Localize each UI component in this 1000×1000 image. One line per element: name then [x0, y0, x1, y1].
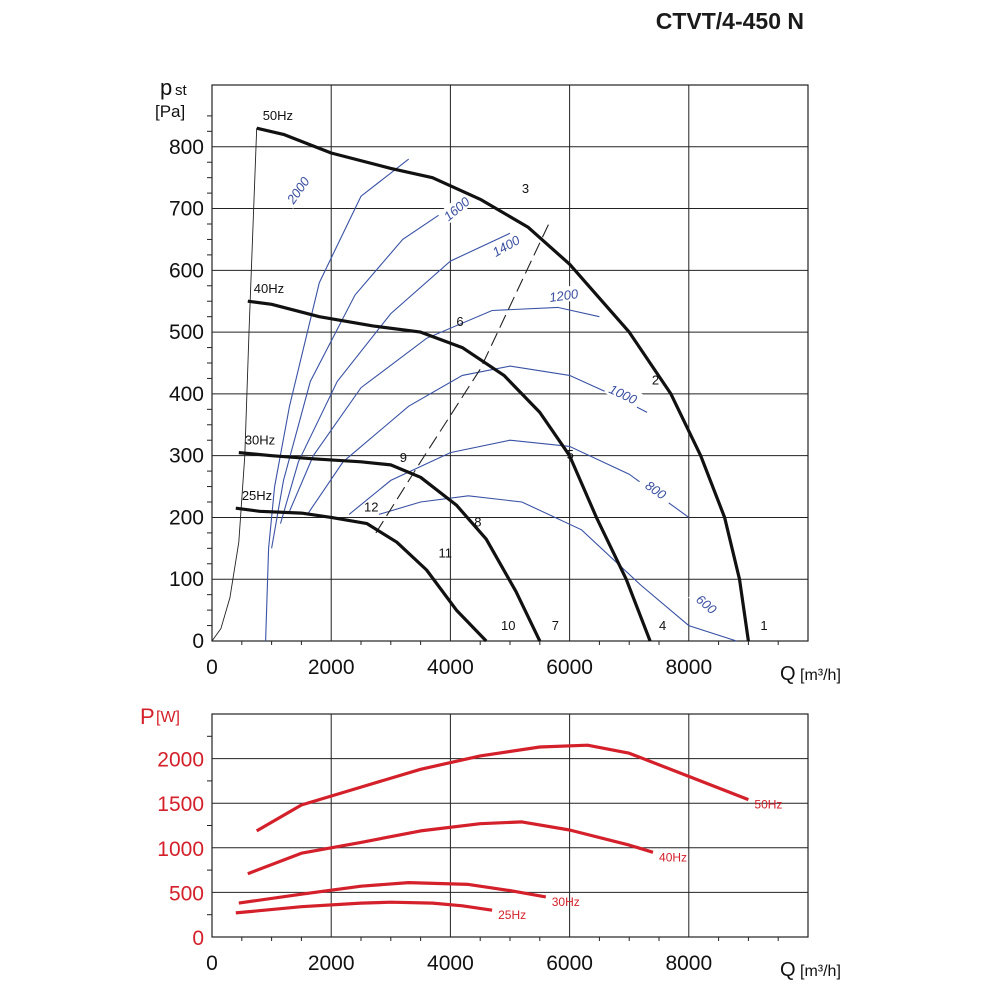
y-tick-label: 800: [169, 136, 204, 159]
series-label: 25Hz: [498, 908, 526, 922]
y-tick-label: 0: [192, 630, 204, 653]
y-tick-label: 200: [169, 506, 204, 529]
y-tick-label: 300: [169, 445, 204, 468]
rpm-label-bg: [280, 170, 314, 209]
point-annotation: 6: [456, 314, 463, 329]
fan-curve-25Hz: [235, 506, 488, 643]
rpm-curve: [265, 158, 410, 642]
x-tick-label: 6000: [546, 952, 593, 975]
rpm-curve: [288, 306, 600, 512]
fan-curve-50Hz: [256, 126, 750, 642]
series-label: 50Hz: [263, 108, 293, 123]
x-axis-unit: [m³/h]: [800, 667, 841, 684]
rpm-label-bg: [486, 229, 525, 261]
y-axis-label: p: [160, 75, 172, 100]
y-tick-label: 0: [192, 927, 204, 950]
series-label: 30Hz: [245, 433, 275, 448]
y-tick-label: 400: [169, 383, 204, 406]
point-annotation: 9: [400, 450, 407, 465]
point-annotation: 8: [474, 515, 481, 530]
y-axis-label-sub: st: [175, 82, 188, 99]
x-tick-label: 0: [206, 656, 218, 679]
system-curve: [211, 128, 258, 642]
rpm-curve: [279, 232, 511, 524]
point-annotation: 11: [438, 546, 452, 561]
point-annotation: 5: [567, 447, 574, 462]
rpm-curve: [378, 495, 737, 642]
y-axis-label: P: [140, 704, 155, 729]
series-label: 50Hz: [754, 798, 782, 812]
point-annotation: 1: [760, 618, 767, 633]
x-tick-label: 8000: [665, 656, 712, 679]
point-annotation: 7: [552, 618, 559, 633]
y-tick-label: 1500: [157, 793, 204, 816]
rpm-label-bg: [603, 379, 643, 408]
plot-frame: [211, 713, 809, 938]
plot-frame: [211, 84, 809, 642]
point-annotation: 12: [364, 499, 378, 514]
rpm-curve: [271, 198, 463, 549]
power-curve-25Hz: [235, 900, 493, 915]
fan-curve-30Hz: [238, 451, 542, 642]
rpm-label-bg: [437, 190, 475, 226]
x-axis-label: Q: [780, 959, 796, 981]
fan-curve-40Hz: [247, 299, 652, 642]
rpm-label-bg: [544, 284, 583, 305]
power-curve-50Hz: [255, 743, 749, 833]
y-axis-unit: [Pa]: [155, 102, 185, 121]
series-label: 25Hz: [242, 488, 272, 503]
y-tick-label: 500: [169, 321, 204, 344]
rpm-curve: [348, 439, 690, 518]
x-tick-label: 2000: [308, 656, 355, 679]
point-annotation: 10: [501, 618, 515, 633]
x-tick-label: 6000: [546, 656, 593, 679]
y-tick-label: 500: [169, 882, 204, 905]
rpm-label: 1200: [548, 286, 579, 305]
y-axis-unit: [W]: [156, 709, 180, 726]
series-label: 40Hz: [254, 281, 284, 296]
x-axis-label: Q: [780, 663, 796, 685]
y-tick-label: 2000: [157, 749, 204, 772]
rpm-curve: [306, 365, 648, 515]
y-tick-label: 1000: [157, 838, 204, 861]
x-tick-label: 2000: [308, 952, 355, 975]
x-axis-unit: [m³/h]: [800, 963, 841, 980]
y-tick-label: 100: [169, 568, 204, 591]
x-tick-label: 0: [206, 952, 218, 975]
point-annotation: 4: [659, 618, 666, 633]
point-annotation: 2: [652, 373, 659, 388]
system-curve: [375, 223, 550, 534]
x-tick-label: 4000: [427, 952, 474, 975]
power-curve-40Hz: [247, 820, 654, 876]
x-tick-label: 4000: [427, 656, 474, 679]
series-label: 40Hz: [659, 850, 687, 864]
rpm-label-bg: [637, 472, 676, 506]
power-chart: 0 500 1000 1500 2000 0 2000 4000 6000 8000 P [W] Q [m…: [140, 704, 841, 981]
power-curve-30Hz: [238, 881, 547, 905]
point-annotation: 3: [522, 181, 529, 196]
rpm-label-bg: [688, 586, 726, 621]
x-tick-label: 8000: [665, 952, 712, 975]
y-tick-label: 700: [169, 198, 204, 221]
chart-title: CTVT/4-450 N: [655, 8, 804, 34]
series-label: 30Hz: [552, 895, 580, 909]
y-tick-label: 600: [169, 259, 204, 282]
